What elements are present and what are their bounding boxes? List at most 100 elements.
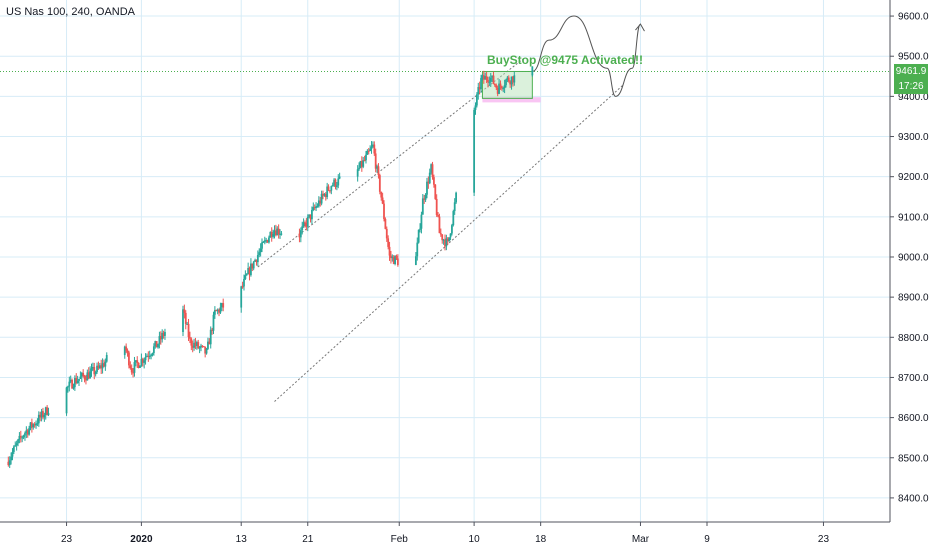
candle-body (126, 350, 129, 353)
candle-body (513, 75, 516, 83)
candle-body (104, 361, 107, 367)
candle-body (507, 77, 510, 82)
candle-body (198, 347, 201, 349)
candle-body (10, 456, 12, 461)
candle-body (244, 275, 247, 279)
candle-body (263, 240, 266, 242)
candle-body (366, 150, 369, 155)
candle-body (376, 166, 378, 169)
candle-body (491, 75, 494, 78)
candle-body (19, 435, 22, 438)
candle-body (265, 240, 268, 242)
candle-body (151, 353, 154, 355)
candle-body (356, 169, 359, 177)
candle-body (319, 200, 322, 204)
candle-body (510, 76, 513, 85)
candle-body (452, 211, 455, 226)
candle-body (301, 226, 304, 231)
candle-body (155, 341, 158, 348)
x-tick-label: 23 (818, 534, 830, 545)
candle-body (327, 186, 330, 191)
candle-body (241, 286, 244, 288)
candle-body (78, 378, 80, 381)
candle-body (358, 167, 360, 170)
candle-body (258, 252, 261, 256)
candle-body (89, 371, 92, 379)
candle-body (305, 222, 308, 227)
candle-body (302, 222, 305, 227)
candle-body (80, 372, 83, 377)
candle-body (439, 233, 442, 235)
candle-body (365, 154, 367, 161)
overlay-layer (0, 15, 890, 402)
candle-body (248, 268, 251, 276)
candle-body (488, 81, 491, 83)
candle-body (189, 337, 191, 339)
x-tick-label: Mar (632, 534, 650, 545)
candle-body (24, 433, 26, 436)
candle-body (384, 219, 387, 229)
x-tick-label: Feb (391, 534, 409, 545)
candle-body (478, 87, 481, 90)
candle-body (26, 430, 29, 435)
y-tick-label: 8700.0 (898, 373, 929, 384)
candle-body (455, 192, 457, 203)
candle-body (392, 256, 395, 265)
candle-body (309, 214, 312, 220)
candle-body (337, 178, 340, 186)
candle-body (426, 181, 428, 195)
axis-layer: 8400.0 8500.0 8600.0 8700.0 8800.0 8900.0 9000… (0, 0, 929, 545)
candle-body (259, 248, 262, 253)
candle-body (146, 355, 148, 357)
candle-body (159, 336, 162, 340)
candle-body (209, 329, 212, 345)
candle-body (22, 435, 25, 438)
candle-body (7, 461, 10, 466)
candle-body (72, 387, 75, 389)
candle-body (391, 256, 394, 259)
candle-body (394, 255, 396, 265)
candle-body (197, 342, 200, 349)
candle-body (14, 445, 17, 447)
candle-body (480, 77, 482, 90)
x-tick-label: 23 (61, 534, 73, 545)
x-tick-label: 9 (704, 534, 710, 545)
candle-body (129, 365, 132, 369)
candle-body (279, 233, 281, 235)
x-tick-label: 13 (236, 534, 248, 545)
candle-body (448, 237, 451, 242)
candle-body (79, 376, 82, 379)
grid-layer (0, 0, 890, 522)
x-tick-label: 2020 (130, 534, 153, 545)
candle-body (195, 342, 198, 346)
candle-body (266, 240, 269, 243)
candle-body (420, 214, 423, 229)
candle-body (152, 346, 155, 354)
candle-body (335, 185, 338, 187)
candle-body (202, 346, 205, 348)
candle-body (381, 197, 384, 204)
candle-body (320, 193, 323, 204)
candle-body (331, 185, 334, 187)
y-tick-label: 9000.0 (898, 252, 929, 263)
candle-body (158, 336, 161, 345)
consolidation-box (481, 70, 533, 99)
projection-path (532, 15, 641, 97)
candle-body (329, 190, 331, 192)
countdown-label: 17:26 (894, 78, 928, 94)
y-tick-label: 9200.0 (898, 172, 929, 183)
x-tick-label: 18 (535, 534, 547, 545)
candle-body (32, 424, 35, 428)
candle-body (274, 230, 277, 236)
candle-body (82, 372, 85, 377)
candle-body (25, 430, 28, 434)
candle-body (184, 312, 187, 324)
candle-body (83, 376, 86, 380)
candle-body (434, 184, 437, 199)
candle-body (378, 175, 381, 192)
candle-body (97, 365, 100, 369)
candle-body (136, 360, 139, 363)
candle-body (323, 193, 326, 196)
candle-body (183, 309, 186, 313)
